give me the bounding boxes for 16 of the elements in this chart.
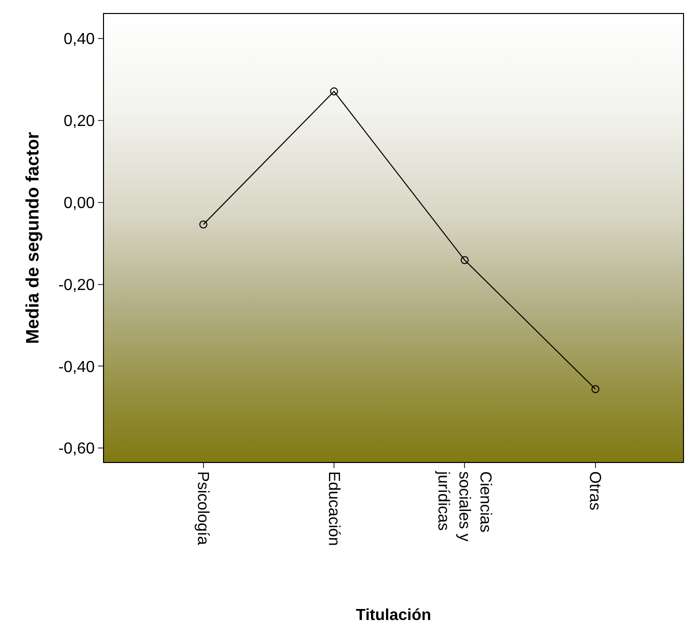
x-tick-label: Educación	[324, 471, 342, 546]
x-tick-label: Otras	[586, 471, 604, 510]
x-tick-label: Ciencias sociales y jurídicas	[434, 470, 494, 542]
point	[460, 256, 469, 264]
point	[199, 220, 208, 228]
y-tick-label: 0,40	[64, 31, 95, 48]
y-tick-label: -0,60	[58, 440, 95, 458]
y-tick-label: -0,20	[58, 276, 95, 294]
y-tick-label: 0,20	[64, 113, 95, 130]
point	[591, 385, 600, 394]
y-tick-label: 0,00	[64, 194, 95, 212]
y-axis-title: Media de segundo factor	[22, 132, 43, 344]
x-axis-title: Titulación	[356, 607, 432, 624]
point	[330, 87, 338, 96]
y-tick-label: -0,40	[58, 358, 95, 376]
x-tick-label: Psicología	[194, 471, 212, 546]
